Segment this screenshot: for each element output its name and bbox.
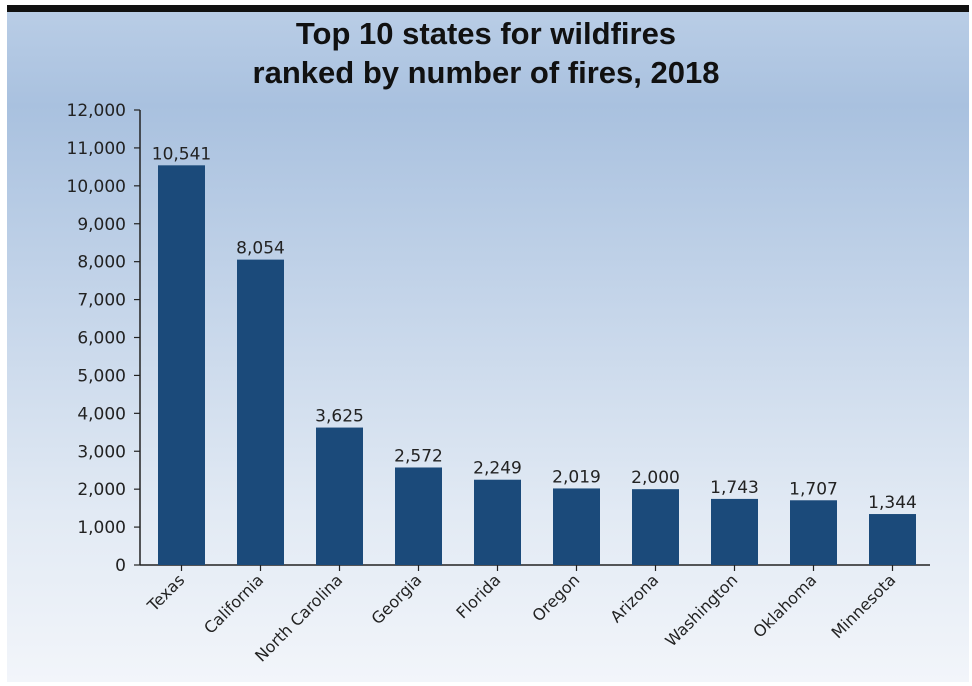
data-label: 2,019	[552, 467, 601, 487]
y-tick-label: 1,000	[77, 518, 126, 538]
bar	[474, 479, 521, 565]
category-label: Minnesota	[828, 570, 900, 642]
category-label: Oklahoma	[749, 570, 820, 641]
bar	[790, 500, 837, 565]
data-label: 2,572	[394, 446, 443, 466]
category-label: Georgia	[368, 570, 426, 628]
y-tick-label: 12,000	[67, 101, 126, 121]
data-label: 1,344	[868, 493, 917, 513]
y-tick-label: 3,000	[77, 442, 126, 462]
data-label: 8,054	[236, 239, 285, 259]
bar	[553, 488, 600, 565]
y-tick-label: 7,000	[77, 291, 126, 311]
bar	[869, 514, 916, 565]
y-tick-label: 6,000	[77, 329, 126, 349]
category-label: Texas	[143, 570, 188, 615]
y-tick-label: 4,000	[77, 404, 126, 424]
data-label: 2,249	[473, 459, 522, 479]
data-label: 10,541	[152, 144, 211, 164]
y-tick-label: 5,000	[77, 366, 126, 386]
data-label: 1,707	[789, 479, 838, 499]
bar	[237, 259, 284, 565]
chart-title-line-1: Top 10 states for wildfires	[295, 16, 677, 51]
chart-title: Top 10 states for wildfires ranked by nu…	[0, 14, 972, 92]
y-tick-label: 10,000	[67, 177, 126, 197]
category-label: Arizona	[606, 570, 662, 626]
category-label: Oregon	[528, 570, 583, 625]
category-label: Washington	[661, 570, 741, 650]
y-tick-label: 0	[115, 556, 126, 576]
bar	[158, 165, 205, 565]
y-tick-label: 8,000	[77, 253, 126, 273]
bar	[316, 427, 363, 565]
y-tick-label: 9,000	[77, 215, 126, 235]
data-label: 2,000	[631, 468, 680, 488]
data-label: 3,625	[315, 407, 364, 427]
bar	[632, 489, 679, 565]
data-label: 1,743	[710, 478, 759, 498]
category-label: Florida	[452, 570, 504, 622]
category-label: California	[200, 570, 267, 637]
y-tick-label: 11,000	[67, 139, 126, 159]
chart-title-line-2: ranked by number of fires, 2018	[252, 55, 720, 90]
bar	[395, 467, 442, 565]
y-tick-label: 2,000	[77, 480, 126, 500]
bar	[711, 498, 758, 565]
